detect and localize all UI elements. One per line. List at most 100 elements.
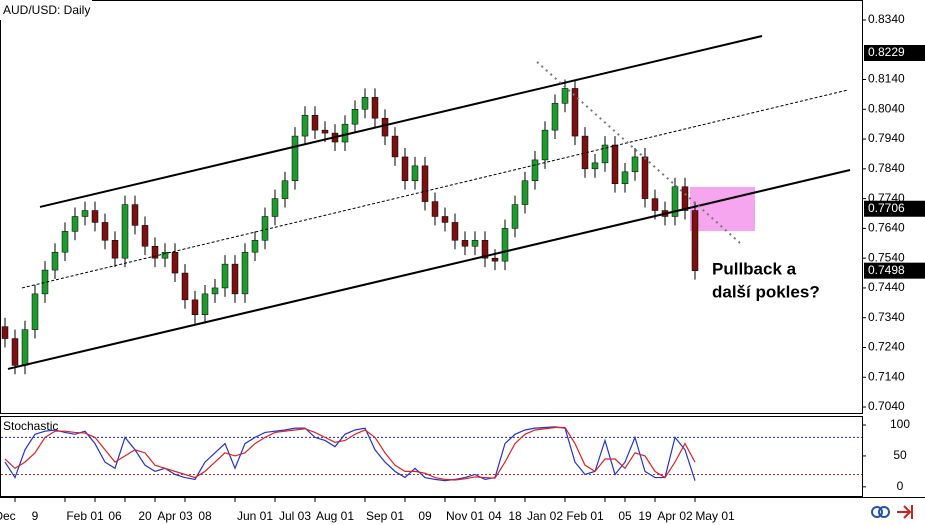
candle-body [111,240,119,259]
candle-body [371,97,379,119]
x-tick-label: Dec [0,509,16,523]
candle-body [461,240,469,247]
chart-title: AUD/USD: Daily [3,3,90,17]
candle-body [441,216,449,223]
y-tick-label: 0.7340 [868,310,905,324]
icon[interactable] [878,506,890,518]
candle-body [91,210,99,223]
candle-body [641,156,649,199]
candle-body [81,210,89,217]
x-tick-label: Aug 01 [316,509,354,523]
candle-body [611,144,619,184]
y-tick-label: 100 [890,417,910,431]
x-tick-label: Jan 02 [527,509,563,523]
y-tick-label: 0.7140 [868,369,905,383]
candle-body [451,222,459,241]
x-tick-label: 9 [32,509,39,523]
candle-body [121,204,129,259]
candle-body [131,204,139,226]
candle-body [651,198,659,211]
y-tick-label: 50 [893,448,907,462]
candle-body [361,97,369,110]
x-tick-label: Apr 03 [157,509,193,523]
price-marker [864,200,925,217]
x-tick-label: 08 [198,509,212,523]
candle-body [521,180,529,205]
candle-body [291,135,299,181]
price-marker [864,262,925,279]
y-tick-label: 0.8140 [868,72,905,86]
annotation: Pullback a [712,259,797,278]
y-tick-label: 0.8040 [868,101,905,115]
candle-body [271,198,279,217]
x-tick-label: 18 [508,509,522,523]
candle-body [491,257,499,262]
price-marker-label: 0.8229 [868,45,905,59]
y-tick-label: 0.7440 [868,280,905,294]
candle-body [381,117,389,137]
price-marker-label: 0.7498 [868,263,905,277]
icon[interactable] [897,505,913,519]
candle-body [301,114,309,137]
candle-body [681,186,689,211]
candle-body [541,129,549,161]
candle-body [591,162,599,170]
x-tick-label: Jun 01 [237,509,273,523]
candle-body [571,88,579,137]
candle-body [551,103,559,131]
candle-body [621,171,629,184]
candle-body [141,225,149,247]
candle-body [561,88,569,104]
trend-line [39,35,763,208]
candle-body [481,240,489,259]
candle-body [171,251,179,274]
toolbar-icons[interactable] [871,505,913,519]
candle-body [321,129,329,134]
candle-body [671,186,679,217]
x-tick-label: May 01 [695,509,735,523]
candle-body [201,293,209,315]
candle-body [431,201,439,217]
candle-body [21,329,29,366]
indicator-line [4,426,696,482]
candle-body [231,263,239,295]
candle-body [181,272,189,301]
indicator-line [4,426,696,481]
x-tick-label: 04 [488,509,502,523]
candle-body [241,251,249,295]
candle-body [341,123,349,143]
candle-body [61,231,69,253]
candle-body [601,144,609,164]
indicator-title: Stochastic [3,419,58,433]
trend-line [7,169,851,370]
y-tick-label: 0.7040 [868,399,905,413]
x-tick-label: Sep 01 [366,509,404,523]
candle-body [261,216,269,241]
x-tick-label: 19 [638,509,652,523]
indicator-panel [0,416,863,497]
y-tick-label: 0.7540 [868,250,905,264]
icon[interactable] [871,506,883,518]
candle-body [421,165,429,202]
candle-body [401,156,409,181]
y-tick-label: 0.7640 [868,221,905,235]
candle-body [221,263,229,289]
trend-line [21,89,849,289]
candle-body [391,135,399,158]
candle-body [151,246,159,259]
x-tick-label: Apr 02 [657,509,693,523]
candle-body [11,338,19,366]
candle-body [101,222,109,241]
price-marker-label: 0.7706 [868,201,905,215]
candle-body [1,326,9,339]
x-tick-label: 06 [108,509,122,523]
y-tick-label: 0.7840 [868,161,905,175]
candle-body [31,293,39,330]
y-tick-label: 0 [897,479,904,493]
candle-body [471,240,479,247]
x-tick-label: Feb 01 [566,509,604,523]
candle-body [311,114,319,131]
candle-body [511,204,519,229]
candle-body [71,216,79,232]
candle-body [191,299,199,315]
